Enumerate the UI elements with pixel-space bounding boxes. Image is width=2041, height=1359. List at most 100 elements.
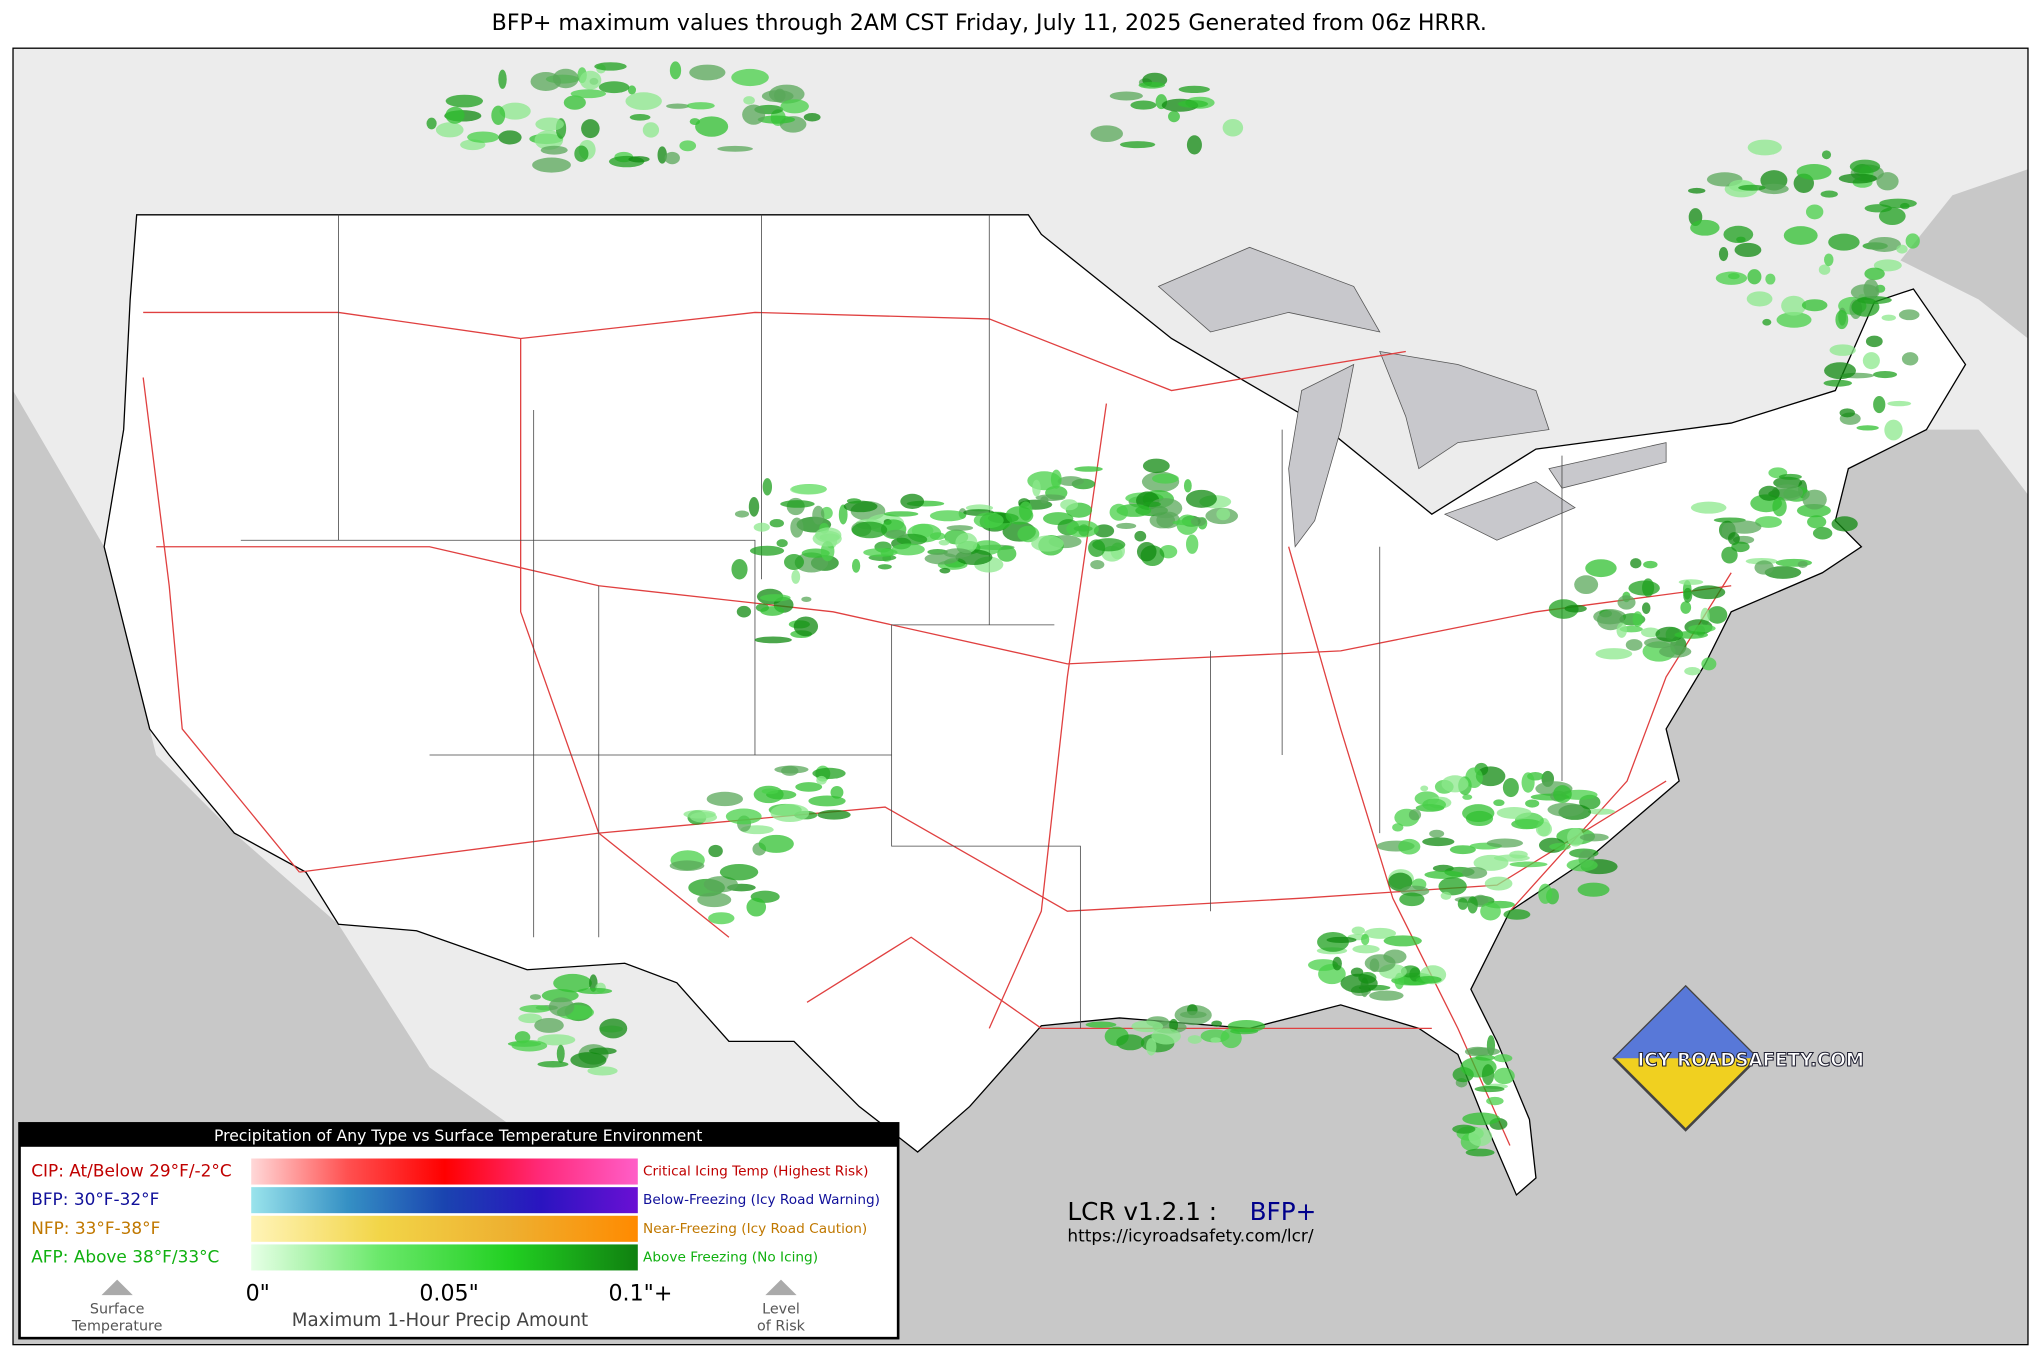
precip-cell	[1797, 560, 1808, 568]
precip-cell	[1728, 532, 1740, 546]
precip-cell	[946, 525, 974, 531]
precip-cell	[628, 156, 650, 163]
precip-cell	[556, 1044, 565, 1063]
precip-cell	[1364, 927, 1396, 939]
precip-cell	[1424, 870, 1464, 879]
precip-cell	[1461, 866, 1488, 879]
precip-cell	[1778, 473, 1802, 480]
legend-gradient	[251, 1244, 638, 1271]
precip-cell	[1398, 838, 1421, 855]
precip-cell	[1420, 785, 1429, 792]
precip-cell	[498, 130, 522, 145]
precip-cell	[1839, 408, 1855, 418]
precip-cell	[1796, 163, 1832, 180]
precip-cell	[579, 70, 602, 90]
precip-cell	[1185, 489, 1217, 508]
precip-cell	[1074, 466, 1103, 472]
precip-cell	[1864, 204, 1892, 213]
precip-cell	[816, 775, 827, 785]
precip-cell	[1031, 535, 1064, 552]
precip-cell	[1493, 854, 1530, 862]
precip-cell	[1109, 503, 1129, 521]
precip-cell	[683, 809, 716, 819]
precip-cell	[812, 505, 825, 525]
precip-cell	[1823, 379, 1853, 387]
precip-cell	[1690, 501, 1727, 514]
precip-cell	[1525, 799, 1540, 808]
precip-cell	[780, 99, 809, 114]
precip-cell	[627, 85, 637, 95]
precip-cell	[731, 558, 748, 580]
precip-cell	[1865, 335, 1883, 348]
legend-header	[19, 1123, 899, 1147]
precip-cell	[1351, 926, 1365, 935]
precip-cell	[1849, 159, 1881, 174]
scale-label: 0"	[246, 1280, 270, 1306]
precip-cell	[657, 146, 667, 164]
precip-cell	[1422, 798, 1447, 811]
right-caption: of Risk	[757, 1318, 806, 1334]
precip-cell	[581, 119, 600, 139]
precip-cell	[1776, 311, 1812, 328]
precip-cell	[1151, 1028, 1181, 1045]
land-usa	[103, 214, 1967, 1197]
precip-cell	[1655, 626, 1684, 642]
precip-cell	[1828, 233, 1860, 251]
precip-cell	[1691, 585, 1726, 600]
highway	[520, 338, 730, 938]
precip-cell	[1168, 110, 1180, 123]
precip-cell	[1625, 639, 1643, 651]
precip-cell	[791, 569, 801, 584]
precip-cell	[1820, 190, 1838, 198]
highway	[156, 546, 1732, 665]
precip-cell	[1688, 187, 1706, 194]
precip-cell	[734, 510, 750, 518]
precip-cell	[757, 115, 796, 124]
precip-cell	[1521, 772, 1535, 793]
precip-cell	[924, 552, 959, 565]
precip-cell	[1340, 973, 1378, 993]
precip-cell	[1093, 524, 1115, 538]
precip-cell	[1429, 829, 1445, 838]
precip-cell	[1564, 604, 1587, 613]
precip-cell	[534, 130, 564, 150]
precip-cell	[891, 543, 925, 556]
precip-cell	[1905, 233, 1920, 249]
precip-cell	[706, 791, 744, 807]
precip-cell	[1462, 1112, 1501, 1126]
right-caption: Level	[762, 1302, 800, 1318]
precip-cell	[1831, 516, 1858, 532]
precip-cell	[851, 521, 888, 539]
precip-cell	[1796, 503, 1831, 518]
precip-cell	[1617, 595, 1636, 610]
precip-cell	[1553, 785, 1572, 804]
precip-cell	[1567, 828, 1584, 847]
legend-description: Above Freezing (No Icing)	[643, 1249, 818, 1265]
precip-cell	[1898, 309, 1920, 321]
precip-cell	[1465, 1148, 1495, 1157]
precip-cell	[762, 478, 773, 496]
precip-cell	[1538, 883, 1553, 904]
precip-cell	[570, 89, 607, 99]
precip-cell	[1449, 845, 1476, 855]
precip-cell	[736, 605, 752, 618]
precip-cell	[1169, 1018, 1179, 1032]
precip-cell	[1493, 799, 1505, 807]
logo-text: ICY ROADSAFETY.COM	[1637, 1050, 1864, 1071]
precip-cell	[664, 151, 680, 165]
precip-cell	[1783, 226, 1818, 245]
precip-cell	[518, 1013, 542, 1024]
precipitation	[426, 61, 1920, 1157]
precip-cell	[1718, 247, 1729, 262]
logo: ICY ROADSAFETY.COM	[1612, 984, 1865, 1132]
precip-cell	[574, 145, 589, 162]
precip-cell	[1364, 954, 1396, 973]
precip-cell	[743, 96, 755, 105]
precip-cell	[1130, 100, 1157, 110]
precip-cell	[838, 504, 848, 525]
precip-cell	[1502, 777, 1519, 798]
legend-gradient	[251, 1158, 638, 1185]
precip-cell	[1715, 271, 1748, 285]
precip-cell	[540, 145, 568, 155]
precip-cell	[1616, 622, 1627, 638]
